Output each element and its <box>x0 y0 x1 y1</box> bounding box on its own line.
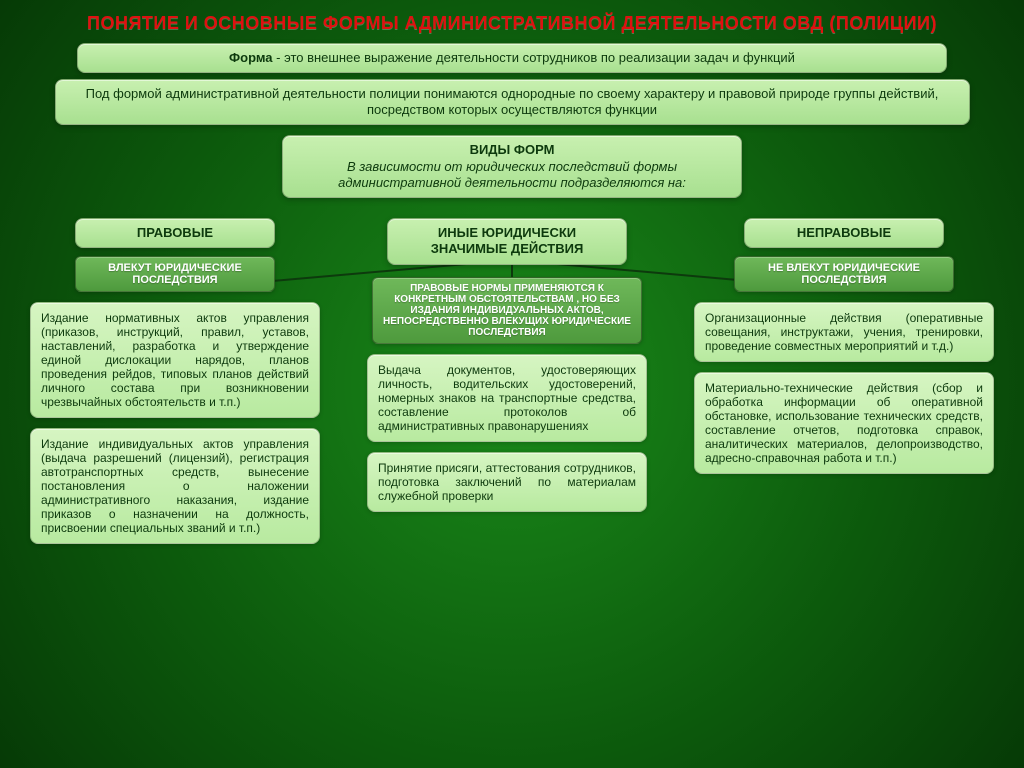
nonlegal-title: НЕПРАВОВЫЕ <box>744 218 944 248</box>
other-title: ИНЫЕ ЮРИДИЧЕСКИ ЗНАЧИМЫЕ ДЕЙСТВИЯ <box>387 218 627 265</box>
nonlegal-detail-2: Материально-технические действия (сбор и… <box>694 372 994 474</box>
types-box: ВИДЫ ФОРМ В зависимости от юридических п… <box>282 135 742 198</box>
column-nonlegal: НЕПРАВОВЫЕ НЕ ВЛЕКУТ ЮРИДИЧЕСКИЕ ПОСЛЕДС… <box>694 218 994 474</box>
page-title: ПОНЯТИЕ И ОСНОВНЫЕ ФОРМЫ АДМИНИСТРАТИВНО… <box>30 12 994 35</box>
legal-sub: ВЛЕКУТ ЮРИДИЧЕСКИЕ ПОСЛЕДСТВИЯ <box>75 256 275 292</box>
other-detail-1: Выдача документов, удостоверяющих личнос… <box>367 354 647 442</box>
nonlegal-sub: НЕ ВЛЕКУТ ЮРИДИЧЕСКИЕ ПОСЛЕДСТВИЯ <box>734 256 954 292</box>
types-text: В зависимости от юридических последствий… <box>338 159 686 190</box>
column-other-legal: ИНЫЕ ЮРИДИЧЕСКИ ЗНАЧИМЫЕ ДЕЙСТВИЯ ПРАВОВ… <box>357 218 657 512</box>
legal-title: ПРАВОВЫЕ <box>75 218 275 248</box>
column-legal: ПРАВОВЫЕ ВЛЕКУТ ЮРИДИЧЕСКИЕ ПОСЛЕДСТВИЯ … <box>30 218 320 544</box>
nonlegal-detail-1: Организационные действия (оперативные со… <box>694 302 994 362</box>
three-columns: ПРАВОВЫЕ ВЛЕКУТ ЮРИДИЧЕСКИЕ ПОСЛЕДСТВИЯ … <box>30 218 994 544</box>
definition-form: Форма - это внешнее выражение деятельнос… <box>77 43 947 73</box>
definition-bold: Форма <box>229 50 272 65</box>
types-heading: ВИДЫ ФОРМ <box>470 142 555 157</box>
other-detail-2: Принятие присяги, аттестования сотрудник… <box>367 452 647 512</box>
legal-detail-1: Издание нормативных актов управления (пр… <box>30 302 320 418</box>
definition-text: - это внешнее выражение деятельности сот… <box>276 50 795 65</box>
other-sub: ПРАВОВЫЕ НОРМЫ ПРИМЕНЯЮТСЯ К КОНКРЕТНЫМ … <box>372 277 642 344</box>
legal-detail-2: Издание индивидуальных актов управления … <box>30 428 320 544</box>
definition-admin-form: Под формой административной деятельности… <box>55 79 970 126</box>
